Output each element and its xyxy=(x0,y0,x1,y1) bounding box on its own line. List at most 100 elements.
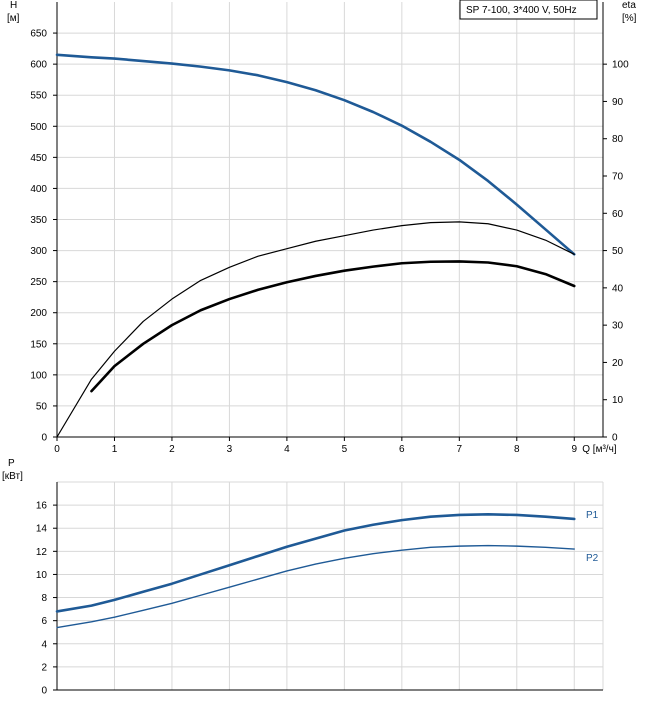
y-tick-label: 550 xyxy=(30,91,47,102)
y-tick-label: 100 xyxy=(30,370,47,381)
efficiency-curve-thin-point xyxy=(91,379,92,380)
efficiency-curve-thin-point xyxy=(574,254,575,255)
head-curve-point xyxy=(401,125,402,126)
efficiency-curve-thick-point xyxy=(516,266,517,267)
power-curve-p1-point xyxy=(401,520,402,521)
power-curve-p2-point xyxy=(286,570,287,571)
head-curve-point xyxy=(114,58,115,59)
y-axis-unit: [м] xyxy=(7,13,20,24)
head-curve-point xyxy=(516,204,517,205)
power-curve-p2-point xyxy=(258,578,259,579)
power-curve-p1-point xyxy=(200,574,201,575)
power-curve-p1-point xyxy=(315,538,316,539)
power-y-tick-label: 10 xyxy=(36,570,48,581)
efficiency-curve-thin-point xyxy=(258,256,259,257)
efficiency-curve-thick-point xyxy=(229,298,230,299)
head-curve-point xyxy=(91,57,92,58)
x-tick-label: 7 xyxy=(457,444,463,455)
power-y-tick-label: 2 xyxy=(41,662,47,673)
y-tick-label: 0 xyxy=(41,433,47,444)
y-tick-label: 400 xyxy=(30,184,47,195)
head-curve-point xyxy=(430,141,431,142)
y2-tick-label: 60 xyxy=(612,209,624,220)
head-curve xyxy=(55,53,576,256)
efficiency-curve-thin-point xyxy=(487,223,488,224)
legend-box xyxy=(459,0,598,20)
efficiency-curve-thin-point xyxy=(344,235,345,236)
power-curve-p2-point xyxy=(516,546,517,547)
efficiency-curve-thick-point xyxy=(114,366,115,367)
efficiency-curve-thin xyxy=(56,221,575,438)
efficiency-curve-thick-point xyxy=(200,310,201,311)
power-curve-p2-point xyxy=(459,546,460,547)
y-tick-label: 650 xyxy=(30,29,47,40)
power-curve-p1-point xyxy=(143,591,144,592)
power-curve-p2-point xyxy=(114,617,115,618)
head-curve-point xyxy=(143,60,144,61)
efficiency-curve-thick-point xyxy=(344,270,345,271)
series-label-p2: P2 xyxy=(586,553,599,564)
head-curve-point xyxy=(344,100,345,101)
power-curve-p2-point xyxy=(315,563,316,564)
power-curve-p1-point xyxy=(545,516,546,517)
head-curve-point xyxy=(459,159,460,160)
efficiency-curve-thick-point xyxy=(459,261,460,262)
x-tick-label: 3 xyxy=(227,444,233,455)
power-curve-p2 xyxy=(56,544,575,629)
power-curve-p2-point xyxy=(91,621,92,622)
head-curve-point xyxy=(229,70,230,71)
power-curve-p1-point xyxy=(430,516,431,517)
power-curve-p2-point xyxy=(171,603,172,604)
power-curve-p1-point xyxy=(258,555,259,556)
legend-text: SP 7-100, 3*400 V, 50Hz xyxy=(466,5,577,16)
y2-axis-unit: [%] xyxy=(622,13,637,24)
y2-tick-label: 90 xyxy=(612,97,624,108)
x-tick-label: 1 xyxy=(112,444,118,455)
power-curve-p1-point xyxy=(229,565,230,566)
efficiency-curve-thin-point xyxy=(200,280,201,281)
power-curve-p2-point xyxy=(430,547,431,548)
power-curve-p1-point xyxy=(56,611,57,612)
power-y-tick-label: 12 xyxy=(36,547,48,558)
efficiency-curve-thick-point xyxy=(430,261,431,262)
x-tick-label: 0 xyxy=(54,444,60,455)
head-curve-point xyxy=(545,229,546,230)
y2-tick-label: 80 xyxy=(612,134,624,145)
power-curve-p2-point xyxy=(574,548,575,549)
efficiency-curve-thick-point xyxy=(401,263,402,264)
y2-tick-label: 70 xyxy=(612,172,624,183)
y-tick-label: 50 xyxy=(36,401,48,412)
efficiency-curve-thick xyxy=(90,260,576,393)
power-curve-p2-point xyxy=(401,550,402,551)
y-tick-label: 600 xyxy=(30,60,47,71)
y2-tick-label: 50 xyxy=(612,246,624,257)
power-curve-p1-point xyxy=(487,514,488,515)
efficiency-curve-thin-point xyxy=(114,351,115,352)
efficiency-curve-thick-point xyxy=(545,273,546,274)
efficiency-curve-thin-point xyxy=(229,267,230,268)
efficiency-curve-thick-point xyxy=(171,325,172,326)
series-label-p1: P1 xyxy=(586,510,599,521)
y-tick-label: 300 xyxy=(30,246,47,257)
efficiency-curve-thin-point xyxy=(315,241,316,242)
y-tick-label: 150 xyxy=(30,339,47,350)
y2-tick-label: 100 xyxy=(612,60,629,71)
power-curve-p1-point xyxy=(373,524,374,525)
y-tick-label: 500 xyxy=(30,122,47,133)
efficiency-curve-thick-point xyxy=(258,289,259,290)
efficiency-curve-thin-point xyxy=(459,221,460,222)
head-curve-point xyxy=(373,111,374,112)
head-curve-point xyxy=(286,82,287,83)
head-curve-point xyxy=(487,180,488,181)
y-tick-label: 450 xyxy=(30,153,47,164)
power-y-tick-label: 6 xyxy=(41,616,47,627)
power-curve-p1-point xyxy=(114,599,115,600)
efficiency-curve-thin-point xyxy=(286,248,287,249)
x-tick-label: 8 xyxy=(514,444,520,455)
head-curve-point xyxy=(315,90,316,91)
efficiency-curve-thick-point xyxy=(373,266,374,267)
power-y-tick-label: 14 xyxy=(36,524,48,535)
power-curve-p1-point xyxy=(344,530,345,531)
